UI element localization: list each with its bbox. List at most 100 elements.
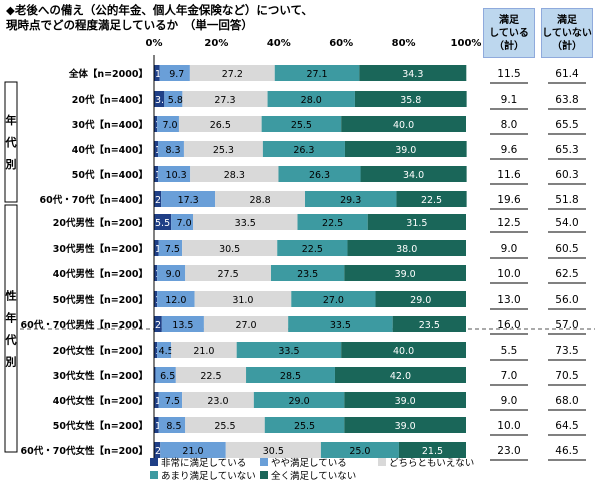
data-label: 5.8 (168, 95, 183, 106)
data-label: 27.0 (235, 320, 256, 331)
data-label: 21.5 (422, 446, 443, 457)
unsatisfied-total-value: 64.5 (555, 420, 578, 432)
data-label: 29.0 (410, 295, 431, 306)
data-label: 9.7 (169, 69, 184, 80)
unsatisfied-total-value: 54.0 (555, 217, 578, 229)
chart-title: ◆老後への備え（公的年金、個人年金保険など）について、 現時点でどの程度満足して… (6, 3, 426, 33)
x-tick-label: 40% (267, 38, 291, 49)
bar-segment (154, 91, 165, 107)
bar-segment (320, 442, 399, 458)
chart-title-line1: ◆老後への備え（公的年金、個人年金保険など）について、 (6, 3, 313, 17)
data-label: 7.5 (165, 244, 180, 255)
data-label: 9.0 (166, 269, 181, 280)
bar-segment (158, 141, 184, 157)
data-label: 40.0 (393, 120, 414, 131)
group-label-age-bracket (4, 81, 18, 203)
legend-swatch (150, 458, 158, 466)
group-label-gender-age-char: 性 (6, 289, 17, 303)
bar-segment (203, 316, 289, 332)
data-label: 17.3 (178, 195, 199, 206)
category-label: 50代【n=400】 (72, 169, 148, 181)
satisfied-total-value: 11.6 (497, 169, 521, 181)
data-label: 26.5 (210, 120, 231, 131)
bar-segment (154, 116, 158, 132)
bar-segment (154, 141, 159, 157)
data-label: 34.0 (403, 170, 424, 181)
bar-segment (189, 65, 275, 81)
data-label: 33.5 (330, 320, 351, 331)
group-label-age-char: 代 (5, 135, 17, 149)
bar-segment (398, 442, 466, 458)
legend-swatch (260, 458, 268, 466)
bar-segment (262, 141, 345, 157)
data-label: 10.3 (166, 170, 187, 181)
x-tick-label: 0% (146, 38, 163, 49)
satisfied-total-value: 10.0 (497, 268, 520, 280)
bar-segment (158, 166, 191, 182)
bar-segment (175, 367, 247, 383)
unsatisfied-total-header: 満足 していない （計） (541, 8, 593, 58)
bar-segment (158, 392, 183, 408)
bar-segment (354, 91, 467, 107)
satisfied-total-value: 9.6 (501, 144, 518, 156)
data-label: 22.5 (322, 218, 343, 229)
legend-label: 全く満足していない (271, 471, 357, 482)
bar-segment (155, 367, 176, 383)
data-label: 5.5 (155, 218, 170, 229)
bar-segment (154, 166, 159, 182)
data-label: 30.5 (219, 244, 240, 255)
bar-segment (178, 116, 262, 132)
bar-segment (246, 367, 335, 383)
bar-segment (274, 65, 360, 81)
bar-segment (305, 191, 397, 207)
category-label: 60代・70代女性【n=200】 (21, 445, 149, 457)
bar-segment (185, 417, 265, 433)
data-label: 39.0 (395, 421, 416, 432)
data-label: 38.0 (396, 244, 417, 255)
legend-item: あまり満足していない (150, 468, 256, 482)
bar-segment (341, 116, 466, 132)
bar-segment (344, 265, 466, 281)
bar-segment (154, 240, 159, 256)
data-label: 28.5 (280, 371, 301, 382)
bar-segment (182, 240, 278, 256)
unsatisfied-total-value: 57.0 (555, 319, 578, 331)
bar-segment (288, 316, 393, 332)
data-label: 28.0 (301, 95, 322, 106)
bar-segment (367, 214, 466, 230)
data-label: 25.3 (213, 145, 234, 156)
data-label: 7.0 (162, 120, 177, 131)
bar-segment (344, 417, 466, 433)
unsatisfied-total-value: 46.5 (555, 445, 578, 457)
bar-segment (154, 392, 159, 408)
bar-segment (154, 316, 162, 332)
x-tick-label: 100% (451, 38, 482, 49)
satisfied-header-line2: している (489, 28, 529, 39)
data-label: 27.0 (323, 295, 344, 306)
group-label-gender-age-char: 別 (5, 355, 17, 369)
satisfied-total-value: 16.0 (497, 319, 520, 331)
bar-segment (154, 65, 160, 81)
bar-segment (171, 214, 193, 230)
data-label: 4.5 (159, 346, 174, 357)
bar-segment (154, 367, 156, 383)
category-label: 40代女性【n=200】 (53, 395, 148, 407)
data-label: 22.5 (302, 244, 323, 255)
unsatisfied-total-value: 70.5 (555, 370, 578, 382)
satisfied-total-header: 満足 している （計） (483, 8, 535, 58)
unsatisfied-total-value: 62.5 (555, 268, 578, 280)
bar-segment (291, 291, 376, 307)
data-label: 22.5 (421, 195, 442, 206)
bar-segment (160, 442, 226, 458)
data-label: 33.5 (235, 218, 256, 229)
satisfied-total-value: 9.1 (501, 94, 518, 106)
bar-segment (215, 191, 306, 207)
data-label: 23.5 (297, 269, 318, 280)
bar-segment (297, 214, 368, 230)
bar-segment (182, 91, 268, 107)
data-label: 27.1 (306, 69, 327, 80)
data-label: 27.2 (222, 69, 243, 80)
legend-label: やや満足している (271, 458, 347, 469)
legend-swatch (150, 471, 158, 479)
